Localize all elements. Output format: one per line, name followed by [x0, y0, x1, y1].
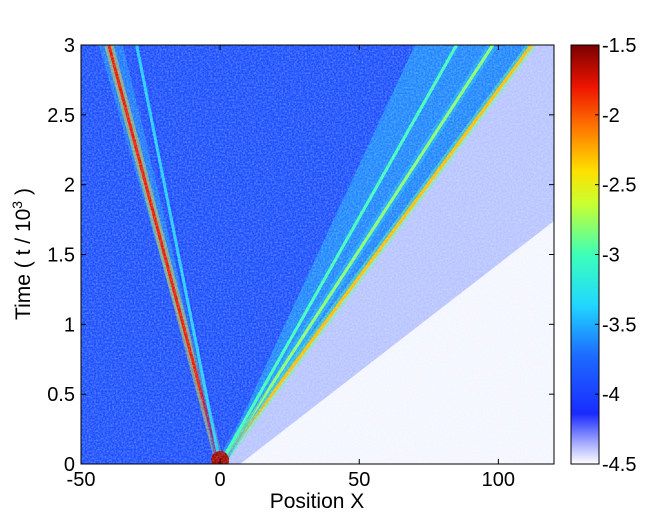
- colorbar-tick-label-6: -4.5: [602, 454, 636, 476]
- x-tick-label-1: 0: [215, 469, 226, 491]
- colorbar-tick-label-2: -2.5: [602, 175, 636, 197]
- x-tick-label-2: 50: [348, 469, 370, 491]
- x-axis: -50 0 50 100: [67, 45, 515, 491]
- y-tick-label-1: 0.5: [47, 384, 75, 406]
- plot-area: [81, 45, 554, 464]
- colorbar-gradient: [570, 44, 600, 465]
- colorbar-tick-label-1: -2: [602, 105, 620, 127]
- y-axis-label-superscript: 3: [9, 201, 25, 209]
- y-tick-label-3: 1.5: [47, 245, 75, 267]
- colorbar-tick-label-3: -3: [602, 245, 620, 267]
- noise-texture: [81, 45, 554, 464]
- y-axis: 0 0.5 1 1.5 2 2.5 3: [47, 35, 554, 476]
- y-tick-label-0: 0: [64, 454, 75, 476]
- colorbar-tick-label-5: -4: [602, 384, 620, 406]
- x-axis-label: Position X: [270, 490, 365, 513]
- y-axis-label-suffix: ): [12, 188, 35, 201]
- y-tick-label-2: 1: [64, 314, 75, 336]
- x-tick-label-3: 100: [482, 469, 515, 491]
- y-tick-label-5: 2.5: [47, 105, 75, 127]
- colorbar-tick-label-4: -3.5: [602, 314, 636, 336]
- colorbar-tick-label-0: -1.5: [602, 35, 636, 57]
- y-axis-label-main: Time ( t / 10: [12, 209, 35, 320]
- y-tick-label-4: 2: [64, 175, 75, 197]
- colorbar-ticks: -1.5 -2 -2.5 -3 -3.5 -4 -4.5: [595, 35, 636, 476]
- colorbar: -1.5 -2 -2.5 -3 -3.5 -4 -4.5: [570, 35, 636, 476]
- y-tick-label-6: 3: [64, 35, 75, 57]
- x-tick-label-0: -50: [67, 469, 96, 491]
- y-axis-label: Time ( t / 103 ): [9, 188, 35, 320]
